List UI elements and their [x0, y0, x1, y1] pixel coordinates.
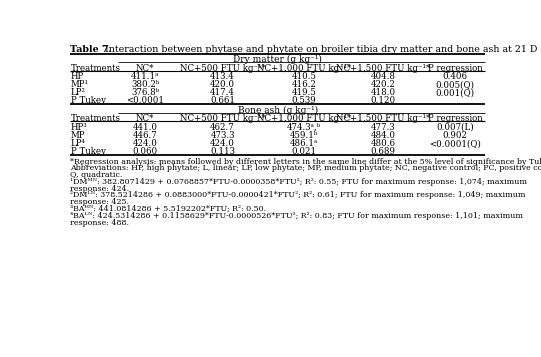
- Text: 441.0: 441.0: [133, 123, 157, 132]
- Text: 473.3: 473.3: [210, 131, 235, 140]
- Text: P regression: P regression: [428, 64, 483, 72]
- Text: ²DMᴸᴺ: 378.5214286 + 0.0883000*FTU-0.0000421*FTU²; R²: 0.61; FTU for maximum res: ²DMᴸᴺ: 378.5214286 + 0.0883000*FTU-0.000…: [70, 191, 525, 200]
- Text: 0.021: 0.021: [292, 147, 316, 156]
- Text: LP²: LP²: [71, 88, 85, 97]
- Text: 417.4: 417.4: [210, 88, 235, 97]
- Text: P Tukey: P Tukey: [71, 96, 105, 105]
- Text: 411.1ᵃ: 411.1ᵃ: [131, 72, 159, 81]
- Text: 459.1ᵇ: 459.1ᵇ: [290, 131, 318, 140]
- Text: 418.0: 418.0: [371, 88, 395, 97]
- Text: 0.120: 0.120: [371, 96, 395, 105]
- Text: 0.005(Q): 0.005(Q): [436, 80, 474, 89]
- Text: 486.1ᵃ: 486.1ᵃ: [290, 139, 318, 148]
- Text: MP: MP: [71, 131, 85, 140]
- Text: <0.0001: <0.0001: [126, 96, 164, 105]
- Text: 410.5: 410.5: [292, 72, 316, 81]
- Text: 0.007(L): 0.007(L): [436, 123, 474, 132]
- Text: 0.406: 0.406: [443, 72, 467, 81]
- Text: 0.113: 0.113: [210, 147, 235, 156]
- Text: Table 7.: Table 7.: [70, 45, 112, 54]
- Text: NC*: NC*: [136, 64, 154, 72]
- Text: <0.0001(Q): <0.0001(Q): [429, 139, 481, 148]
- Text: 419.5: 419.5: [292, 88, 316, 97]
- Text: 0.902: 0.902: [443, 131, 467, 140]
- Text: 0.689: 0.689: [371, 147, 395, 156]
- Text: 480.6: 480.6: [371, 139, 395, 148]
- Text: NC*: NC*: [136, 115, 154, 124]
- Text: 0.661: 0.661: [210, 96, 235, 105]
- Text: response: 424.: response: 424.: [70, 185, 129, 193]
- Text: 484.0: 484.0: [371, 131, 395, 140]
- Text: Treatments: Treatments: [71, 64, 121, 72]
- Text: Abbreviations: HP, high phytate; L, linear; LP, low phytate; MP, medium phytate;: Abbreviations: HP, high phytate; L, line…: [70, 164, 541, 172]
- Text: 413.4: 413.4: [210, 72, 235, 81]
- Text: HP: HP: [71, 72, 84, 81]
- Text: NC+1,500 FTU kg⁻¹*: NC+1,500 FTU kg⁻¹*: [336, 64, 430, 72]
- Text: ¹DMᴹᴺ: 382.8071429 + 0.0768857*FTU-0.0000358*FTU²; R²: 0.55; FTU for maximum res: ¹DMᴹᴺ: 382.8071429 + 0.0768857*FTU-0.000…: [70, 178, 527, 186]
- Text: ⁴BAᴸᴺ: 424.5314286 + 0.1158629*FTU-0.0000526*FTU²; R²: 0.83; FTU for maximum res: ⁴BAᴸᴺ: 424.5314286 + 0.1158629*FTU-0.000…: [70, 212, 523, 220]
- Text: response: 425.: response: 425.: [70, 198, 129, 206]
- Text: MP¹: MP¹: [71, 80, 89, 89]
- Text: Dry matter (g kg⁻¹): Dry matter (g kg⁻¹): [233, 55, 322, 64]
- Text: P regression: P regression: [428, 115, 483, 124]
- Text: NC+500 FTU kg⁻¹*: NC+500 FTU kg⁻¹*: [180, 115, 266, 124]
- Text: response: 488.: response: 488.: [70, 218, 129, 227]
- Text: 416.2: 416.2: [292, 80, 316, 89]
- Text: 420.2: 420.2: [371, 80, 395, 89]
- Text: 424.0: 424.0: [133, 139, 157, 148]
- Text: 0.539: 0.539: [292, 96, 316, 105]
- Text: LP⁴: LP⁴: [71, 139, 85, 148]
- Text: 477.3: 477.3: [371, 123, 395, 132]
- Text: Bone ash (g kg⁻¹): Bone ash (g kg⁻¹): [237, 106, 318, 115]
- Text: *Regression analysis: means followed by different letters in the same line diffe: *Regression analysis: means followed by …: [70, 157, 541, 166]
- Text: 424.0: 424.0: [210, 139, 235, 148]
- Text: 0.001(Q): 0.001(Q): [436, 88, 474, 97]
- Text: ³BAᴴᴺ: 441.0814286 + 5.5192202*FTU; R²: 0.50.: ³BAᴴᴺ: 441.0814286 + 5.5192202*FTU; R²: …: [70, 205, 266, 213]
- Text: 446.7: 446.7: [133, 131, 157, 140]
- Text: Treatments: Treatments: [71, 115, 121, 124]
- Text: Q, quadratic.: Q, quadratic.: [70, 171, 122, 179]
- Text: NC+1,500 FTU kg⁻¹*: NC+1,500 FTU kg⁻¹*: [336, 115, 430, 124]
- Text: 420.0: 420.0: [210, 80, 235, 89]
- Text: 474.3ᵃ,ᵇ: 474.3ᵃ,ᵇ: [287, 123, 321, 132]
- Text: 376.8ᵇ: 376.8ᵇ: [131, 88, 159, 97]
- Text: NC+1,000 FTU kg⁻¹*: NC+1,000 FTU kg⁻¹*: [257, 64, 351, 72]
- Text: P Tukey: P Tukey: [71, 147, 105, 156]
- Text: 0.060: 0.060: [133, 147, 157, 156]
- Text: NC+1,000 FTU kg⁻¹*: NC+1,000 FTU kg⁻¹*: [257, 115, 351, 124]
- Text: HP³: HP³: [71, 123, 88, 132]
- Text: Interaction between phytase and phytate on broiler tibia dry matter and bone ash: Interaction between phytase and phytate …: [102, 45, 541, 54]
- Text: NC+500 FTU kg⁻¹*: NC+500 FTU kg⁻¹*: [180, 64, 266, 72]
- Text: 404.8: 404.8: [371, 72, 395, 81]
- Text: 380.2ᵇ: 380.2ᵇ: [131, 80, 159, 89]
- Text: 462.7: 462.7: [210, 123, 235, 132]
